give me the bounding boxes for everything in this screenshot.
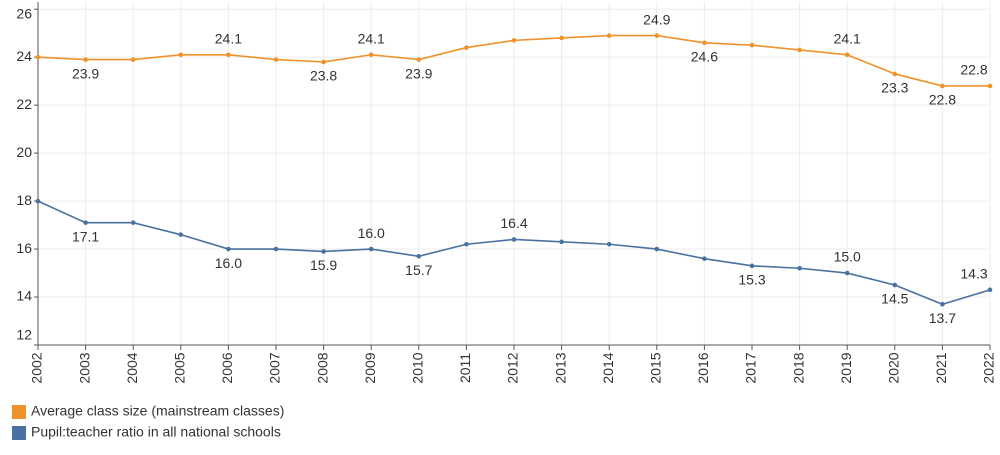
y-tick-label: 12: [16, 327, 32, 343]
data-point: [606, 33, 612, 38]
data-point: [892, 282, 898, 288]
x-tick-label: 2019: [838, 352, 854, 383]
x-tick-label: 2022: [981, 352, 997, 383]
data-point: [321, 249, 326, 254]
data-label: 22.8: [929, 92, 956, 108]
legend-label: Pupil:teacher ratio in all national scho…: [31, 424, 281, 440]
x-tick-label: 2016: [695, 352, 711, 383]
x-tick-label: 2020: [886, 352, 902, 383]
data-label: 16.0: [215, 255, 242, 271]
y-tick-label: 24: [16, 48, 32, 64]
y-tick-label: 16: [16, 240, 32, 256]
data-point: [844, 270, 850, 276]
data-point: [464, 45, 469, 50]
legend-swatch: [12, 405, 26, 419]
data-label: 23.9: [405, 65, 432, 81]
x-tick-label: 2008: [314, 352, 330, 383]
data-point: [940, 301, 945, 307]
data-point: [559, 35, 564, 41]
data-point: [702, 40, 707, 46]
data-point: [654, 246, 660, 252]
data-point: [226, 246, 231, 252]
x-tick-label: 2003: [76, 352, 92, 383]
x-tick-label: 2002: [29, 352, 45, 383]
data-point: [987, 83, 993, 89]
x-tick-label: 2006: [219, 352, 235, 383]
data-point: [416, 57, 422, 62]
x-tick-label: 2015: [648, 352, 664, 383]
data-point: [178, 52, 184, 58]
x-tick-label: 2011: [457, 353, 473, 383]
data-label: 23.9: [72, 65, 99, 81]
data-point: [559, 239, 564, 245]
legend-swatch: [12, 426, 26, 440]
data-label: 15.9: [310, 257, 337, 273]
y-tick-label: 20: [16, 144, 32, 160]
data-point: [511, 38, 517, 43]
data-point: [702, 256, 707, 261]
data-point: [226, 52, 231, 58]
data-point: [368, 52, 374, 58]
data-point: [940, 83, 945, 89]
data-point: [35, 198, 41, 204]
data-label: 14.5: [881, 291, 908, 307]
y-tick-label: 26: [16, 6, 32, 22]
data-point: [892, 71, 898, 77]
y-tick-label: 18: [16, 192, 32, 208]
data-label: 15.3: [738, 272, 765, 288]
data-point: [273, 57, 279, 62]
data-label: 24.1: [215, 30, 242, 46]
x-tick-label: 2021: [933, 352, 949, 383]
data-label: 24.1: [358, 30, 385, 46]
data-point: [35, 54, 41, 60]
data-point: [83, 220, 88, 225]
data-label: 23.8: [310, 68, 337, 84]
data-label: 14.3: [960, 266, 987, 282]
x-tick-label: 2009: [362, 352, 378, 383]
data-label: 16.4: [500, 215, 527, 231]
data-label: 24.6: [691, 48, 718, 64]
data-point: [797, 47, 802, 53]
data-point: [511, 237, 517, 242]
x-tick-label: 2004: [124, 352, 140, 383]
data-point: [178, 232, 184, 237]
data-point: [797, 265, 802, 271]
data-label: 22.8: [960, 62, 987, 78]
data-point: [987, 287, 993, 293]
data-point: [83, 57, 88, 62]
x-tick-label: 2005: [172, 352, 188, 383]
data-label: 24.9: [643, 11, 670, 27]
x-tick-label: 2010: [410, 352, 426, 383]
x-tick-label: 2007: [267, 352, 283, 383]
x-tick-label: 2012: [505, 352, 521, 383]
data-point: [749, 42, 755, 48]
data-point: [749, 263, 755, 269]
data-label: 15.7: [405, 262, 432, 278]
data-label: 15.0: [834, 249, 861, 265]
legend-label: Average class size (mainstream classes): [31, 403, 284, 419]
x-tick-label: 2013: [552, 352, 568, 383]
data-label: 13.7: [929, 310, 956, 326]
data-point: [464, 241, 469, 247]
data-point: [273, 246, 279, 252]
x-tick-label: 2017: [743, 352, 759, 383]
data-label: 23.3: [881, 80, 908, 96]
data-point: [130, 220, 136, 225]
data-point: [606, 241, 612, 247]
data-point: [654, 33, 660, 38]
data-point: [844, 52, 850, 58]
y-tick-label: 14: [16, 288, 32, 304]
data-point: [321, 59, 326, 65]
data-label: 24.1: [834, 30, 861, 46]
y-tick-label: 22: [16, 96, 32, 112]
x-tick-label: 2014: [600, 352, 616, 383]
data-label: 17.1: [72, 228, 99, 244]
data-point: [130, 57, 136, 62]
data-label: 16.0: [358, 225, 385, 241]
x-tick-label: 2018: [790, 352, 806, 383]
data-point: [416, 253, 422, 259]
data-point: [368, 246, 374, 252]
